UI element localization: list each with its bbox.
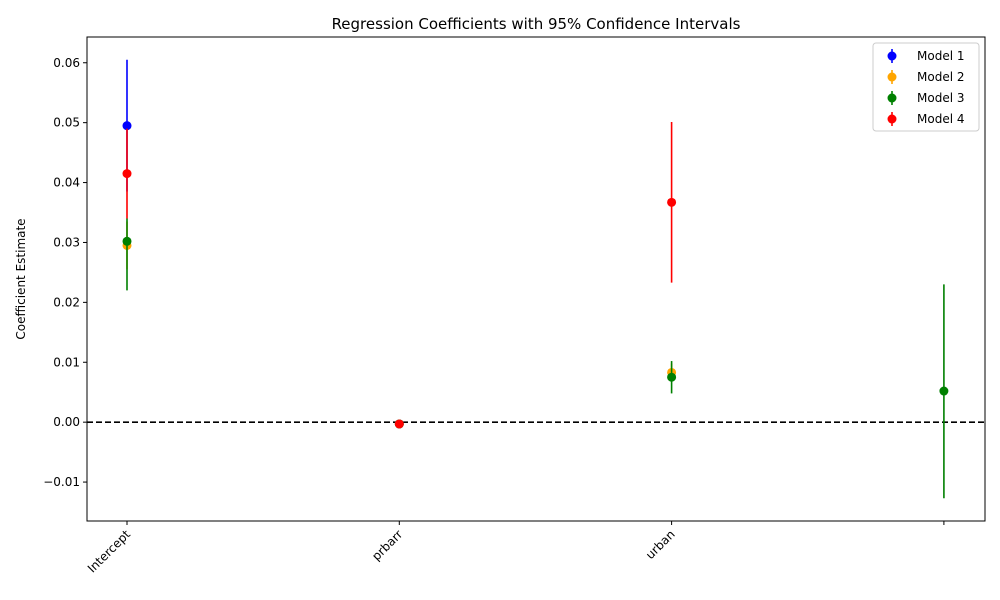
legend-marker — [887, 114, 897, 124]
data-point — [939, 386, 949, 396]
legend-label: Model 1 — [917, 49, 964, 63]
legend-marker — [887, 72, 897, 82]
x-tick-label: prbarr — [369, 527, 405, 563]
data-marks — [87, 59, 985, 499]
y-tick-label: 0.01 — [53, 355, 80, 369]
legend-marker — [887, 93, 897, 103]
y-axis-label: Coefficient Estimate — [14, 218, 28, 339]
y-tick-label: 0.06 — [53, 56, 80, 70]
data-point — [122, 236, 132, 246]
x-tick-label: urban — [643, 527, 678, 562]
legend-label: Model 2 — [917, 70, 964, 84]
data-point — [667, 372, 677, 382]
plot-frame — [86, 36, 986, 522]
series-model-4 — [122, 122, 677, 429]
data-point — [122, 121, 132, 131]
data-point — [394, 419, 404, 429]
plot-area — [86, 36, 986, 522]
y-tick-label: 0.00 — [53, 415, 80, 429]
legend-label: Model 4 — [917, 112, 964, 126]
y-tick-label: −0.01 — [43, 475, 80, 489]
legend-label: Model 3 — [917, 91, 964, 105]
legend: Model 1 Model 2 Model 3 Model 4 — [872, 42, 980, 132]
series-model-1 — [122, 59, 404, 429]
y-tick-label: 0.05 — [53, 116, 80, 130]
axis-ticks: −0.01 0.00 0.01 0.02 0.03 0.04 0.05 0.06 Interce… — [43, 56, 945, 575]
y-tick-label: 0.04 — [53, 176, 80, 190]
chart-title: Regression Coefficients with 95% Confide… — [332, 15, 741, 33]
series-model-2 — [122, 221, 677, 429]
y-tick-label: 0.03 — [53, 235, 80, 249]
data-point — [667, 197, 677, 207]
series-model-3 — [122, 218, 949, 499]
legend-box — [872, 42, 980, 132]
y-tick-label: 0.02 — [53, 295, 80, 309]
data-point — [122, 169, 132, 179]
x-tick-label: Intercept — [85, 527, 133, 575]
legend-marker — [887, 51, 897, 61]
